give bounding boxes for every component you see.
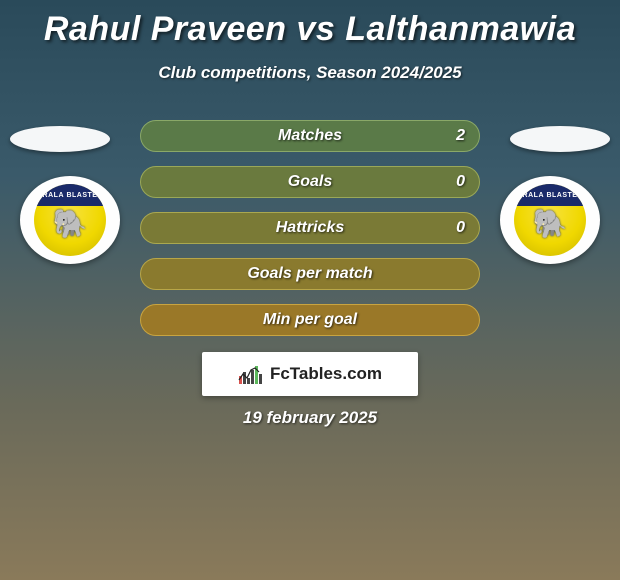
stat-row: Hattricks 0 [140,212,480,244]
club-badge-left-inner: KERALA BLASTERS 🐘 [34,184,106,256]
stat-row: Goals 0 [140,166,480,198]
branding-badge: FcTables.com [202,352,418,396]
club-badge-right-text: KERALA BLASTERS [514,184,586,206]
stat-right-value: 0 [456,173,465,191]
stat-label: Matches [278,127,342,145]
stat-right-value: 0 [456,219,465,237]
club-badge-left-text: KERALA BLASTERS [34,184,106,206]
branding-text: FcTables.com [270,364,382,384]
stat-label: Goals [288,173,332,191]
stat-label: Min per goal [263,311,357,329]
club-badge-right-inner: KERALA BLASTERS 🐘 [514,184,586,256]
stat-label: Goals per match [247,265,372,283]
date-label: 19 february 2025 [0,408,620,428]
stat-row: Min per goal [140,304,480,336]
stat-row: Goals per match [140,258,480,290]
player-avatar-right [510,126,610,152]
elephant-icon: 🐘 [53,210,88,238]
club-badge-left: KERALA BLASTERS 🐘 [20,176,120,264]
subtitle: Club competitions, Season 2024/2025 [0,63,620,83]
page-title: Rahul Praveen vs Lalthanmawia [0,0,620,49]
player-avatar-left [10,126,110,152]
stat-right-value: 2 [456,127,465,145]
bars-icon [238,364,264,384]
stats-container: Matches 2 Goals 0 Hattricks 0 Goals per match M… [140,120,480,350]
club-badge-right: KERALA BLASTERS 🐘 [500,176,600,264]
elephant-icon: 🐘 [533,210,568,238]
stat-row: Matches 2 [140,120,480,152]
stat-label: Hattricks [276,219,344,237]
